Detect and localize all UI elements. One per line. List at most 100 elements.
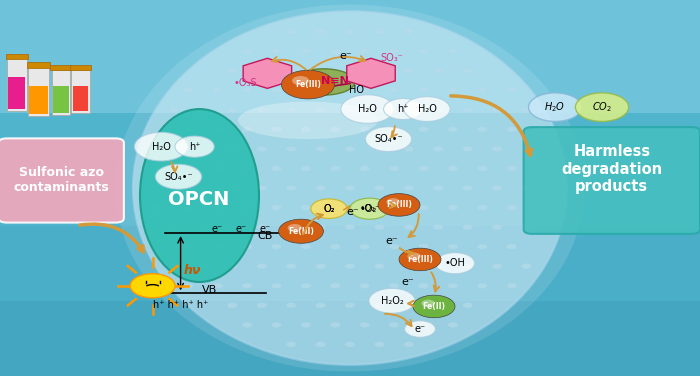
Circle shape [407,253,421,260]
Circle shape [404,29,414,34]
Circle shape [272,322,281,327]
Circle shape [507,283,517,288]
Text: N≡N: N≡N [321,76,349,86]
Circle shape [522,185,531,191]
Circle shape [316,264,326,269]
Text: e⁻: e⁻ [236,224,247,233]
Circle shape [374,224,384,230]
Text: Fe(II): Fe(II) [423,302,445,311]
Bar [0,113,700,226]
Circle shape [507,205,517,210]
Circle shape [257,107,267,112]
Circle shape [507,88,517,93]
Circle shape [169,224,178,230]
Circle shape [433,146,443,152]
Circle shape [389,49,399,54]
Circle shape [374,264,384,269]
Circle shape [360,205,370,210]
Circle shape [477,127,487,132]
Text: Harmless
degradation
products: Harmless degradation products [561,144,662,194]
Circle shape [507,166,517,171]
Circle shape [351,198,391,219]
Circle shape [433,303,443,308]
Circle shape [312,199,346,218]
Circle shape [522,264,531,269]
Text: h⁺: h⁺ [189,142,200,152]
Text: •OH: •OH [444,258,466,268]
Text: H₂O₂: H₂O₂ [381,296,403,306]
Circle shape [213,283,223,288]
Circle shape [257,146,267,152]
Circle shape [183,88,193,93]
Circle shape [286,185,296,191]
Bar [73,86,88,111]
Circle shape [198,224,208,230]
Circle shape [330,283,340,288]
Circle shape [330,127,340,132]
Circle shape [389,244,399,249]
Text: OPCN: OPCN [168,190,230,209]
Text: e⁻: e⁻ [211,224,223,233]
Circle shape [448,205,458,210]
Circle shape [374,303,384,308]
Text: H₂O: H₂O [418,104,436,114]
Text: e⁻: e⁻ [386,236,398,246]
Text: Fe(III): Fe(III) [295,80,321,89]
Circle shape [448,244,458,249]
Circle shape [198,264,208,269]
Circle shape [374,146,384,152]
Circle shape [404,185,414,191]
Circle shape [345,303,355,308]
Circle shape [404,303,414,308]
Circle shape [389,205,399,210]
Circle shape [433,224,443,230]
Circle shape [477,205,487,210]
Circle shape [378,194,420,216]
Circle shape [345,264,355,269]
Circle shape [345,185,355,191]
Circle shape [301,322,311,327]
Circle shape [419,49,428,54]
Circle shape [134,132,188,161]
Circle shape [257,264,267,269]
Text: SO₄•⁻: SO₄•⁻ [374,134,402,144]
Circle shape [272,283,281,288]
Circle shape [419,322,428,327]
Circle shape [374,68,384,73]
Circle shape [242,49,252,54]
Circle shape [257,303,267,308]
Circle shape [404,146,414,152]
Circle shape [301,88,311,93]
Text: SO₃⁻: SO₃⁻ [381,53,403,63]
Bar [7,58,27,111]
Circle shape [360,88,370,93]
Circle shape [404,342,414,347]
Circle shape [272,244,281,249]
Circle shape [389,322,399,327]
Bar [0,301,700,376]
Circle shape [492,107,502,112]
Bar [27,62,50,68]
FancyBboxPatch shape [524,127,700,234]
Circle shape [286,107,296,112]
Circle shape [286,264,296,269]
Circle shape [448,283,458,288]
Circle shape [301,205,311,210]
Circle shape [213,244,223,249]
Text: H₂O: H₂O [358,104,377,114]
Circle shape [272,88,281,93]
Circle shape [272,49,281,54]
Circle shape [316,185,326,191]
Circle shape [419,205,428,210]
Text: $CO_2$: $CO_2$ [592,100,612,114]
Circle shape [477,283,487,288]
Circle shape [433,107,443,112]
Circle shape [448,88,458,93]
Circle shape [183,166,193,171]
Text: H₂O: H₂O [152,142,170,152]
Circle shape [272,205,281,210]
Circle shape [433,185,443,191]
Circle shape [522,224,531,230]
Circle shape [492,146,502,152]
Text: SO₄•⁻: SO₄•⁻ [164,172,193,182]
